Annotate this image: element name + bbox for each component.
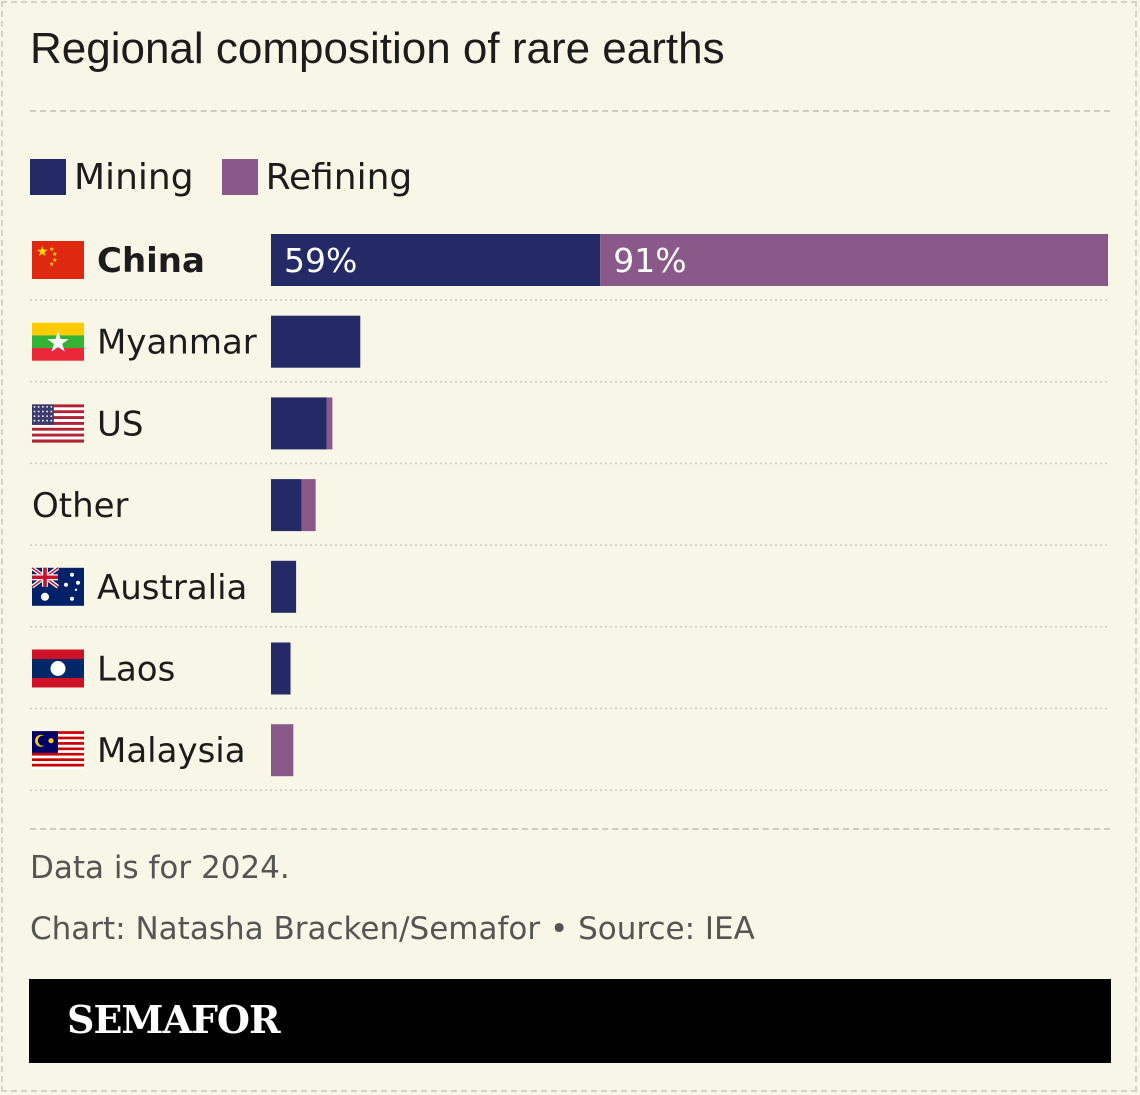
- svg-text:★: ★: [52, 251, 57, 258]
- category-label-malaysia: Malaysia: [97, 731, 246, 771]
- mining-swatch: [30, 159, 66, 195]
- top-divider: [30, 110, 1110, 112]
- bar-australia-mining: [271, 560, 297, 613]
- category-label-myanmar: Myanmar: [97, 323, 257, 363]
- brand-bar: SEMAFOR: [29, 979, 1111, 1063]
- legend: Mining Refining: [30, 152, 440, 202]
- brand-logo: SEMAFOR: [67, 997, 281, 1042]
- bar-malaysia-refining: [271, 724, 294, 777]
- bar-row-us: US: [30, 397, 1108, 465]
- legend-item-refining: Refining: [221, 156, 413, 198]
- myanmar-flag-icon: ★: [32, 322, 84, 361]
- bar-row-other: Other: [30, 479, 1108, 546]
- laos-flag-icon: [32, 649, 84, 688]
- svg-text:★: ★: [49, 261, 54, 268]
- china-flag-icon: ★ ★★★★: [32, 241, 84, 279]
- data-note: Data is for 2024.: [30, 850, 290, 886]
- bar-china-refining: [600, 234, 1108, 286]
- source-credit: Chart: Natasha Bracken/Semafor • Source:…: [30, 911, 755, 947]
- refining-swatch: [221, 159, 258, 195]
- svg-text:★: ★: [45, 326, 70, 359]
- bar-chart: ★ ★★★★ China 59% 91%★ MyanmarUSOtherAustralia…: [30, 234, 1108, 791]
- bar-other-refining: [301, 479, 316, 532]
- australia-flag-icon: [30, 566, 84, 606]
- bar-us-refining: [326, 397, 333, 450]
- category-label-other: Other: [32, 486, 129, 526]
- malaysia-flag-icon: [32, 731, 84, 770]
- svg-text:★: ★: [49, 246, 54, 253]
- svg-text:★: ★: [36, 244, 49, 260]
- legend-label-refining: Refining: [265, 156, 413, 198]
- bar-row-malaysia: Malaysia: [30, 724, 1108, 791]
- bar-row-laos: Laos: [30, 642, 1108, 710]
- legend-item-mining: Mining: [30, 157, 194, 198]
- category-label-australia: Australia: [97, 568, 247, 608]
- us-flag-icon: [32, 404, 84, 443]
- bar-row-china: ★ ★★★★ China 59% 91%: [30, 234, 1108, 301]
- data-label-china-refining: 91%: [613, 241, 686, 280]
- svg-text:★: ★: [52, 257, 57, 264]
- category-label-us: US: [97, 404, 143, 444]
- bar-row-myanmar: ★ Myanmar: [30, 315, 1108, 383]
- bar-other-mining: [271, 479, 302, 532]
- bar-us-mining: [271, 397, 327, 450]
- bar-laos-mining: [271, 642, 291, 695]
- bottom-divider: [30, 828, 1110, 830]
- category-label-china: China: [97, 241, 205, 281]
- bar-myanmar-mining: [271, 315, 361, 368]
- chart-title: Regional composition of rare earths: [30, 24, 725, 73]
- data-label-china-mining: 59%: [284, 241, 357, 280]
- legend-label-mining: Mining: [74, 156, 194, 198]
- bar-china-mining: [271, 234, 601, 286]
- bar-row-australia: Australia: [30, 560, 1108, 628]
- category-label-laos: Laos: [97, 650, 175, 690]
